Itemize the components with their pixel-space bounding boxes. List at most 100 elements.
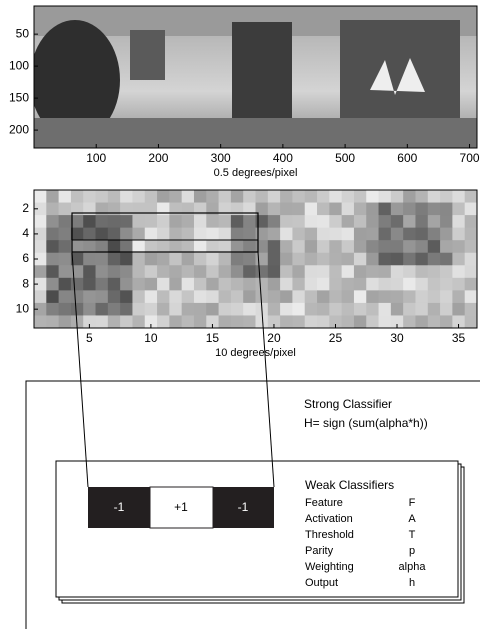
pixel [428,240,441,253]
pixel [145,203,158,216]
pixel [169,265,182,278]
pixel [34,290,47,303]
pixel [391,203,404,216]
pixel [268,303,281,316]
pixel [317,215,330,228]
pixel [366,265,379,278]
pixel [440,240,453,253]
pixel [96,290,109,303]
pixel [403,265,416,278]
pixel [157,290,170,303]
pixel [342,315,355,328]
pixel [206,303,219,316]
pixel [83,228,96,241]
pixel [243,215,256,228]
pixel [206,203,219,216]
pixel [465,215,478,228]
pixel [465,228,478,241]
pixel [206,265,219,278]
pixel [342,215,355,228]
pixel [440,315,453,328]
pixel [280,190,293,203]
pixel [120,215,133,228]
pixel [157,265,170,278]
pixel [83,190,96,203]
pixel [243,253,256,266]
pixel [231,303,244,316]
pixel [391,265,404,278]
pixel [83,265,96,278]
pixel [354,265,367,278]
pixel [329,253,342,266]
pixel [108,203,121,216]
pixel [132,290,145,303]
pixel [71,303,84,316]
x-tick-label: 700 [460,151,480,165]
pixel [268,190,281,203]
pixel [243,190,256,203]
pixel [415,203,428,216]
pixel [46,228,59,241]
pixel [428,215,441,228]
pixel [428,303,441,316]
pixel [280,278,293,291]
pixel [206,228,219,241]
pixel [317,278,330,291]
figure: Strong Classifier H= sign (sum(alpha*h))… [0,0,480,629]
pixel [145,240,158,253]
pixel [391,278,404,291]
pixel [145,215,158,228]
pixel [366,240,379,253]
pixel [305,228,318,241]
pixel [46,240,59,253]
pixel [292,253,305,266]
pixel [34,315,47,328]
pixel [268,253,281,266]
pixel [342,240,355,253]
pixel [120,190,133,203]
pixel [169,278,182,291]
weak-row-name: Threshold [305,529,354,541]
grid-image [34,190,478,329]
pixel [59,315,72,328]
pixel [403,290,416,303]
pixel [305,203,318,216]
pixel [59,215,72,228]
pixel [452,228,465,241]
pixel [206,215,219,228]
pixel [182,253,195,266]
pixel [268,290,281,303]
pixel [219,303,232,316]
pixel [194,240,207,253]
pixel [231,278,244,291]
pixel [34,215,47,228]
pixel [428,253,441,266]
pixel [465,265,478,278]
pixel [71,290,84,303]
weak-row-name: Feature [305,497,343,509]
pixel [329,303,342,316]
pixel [182,265,195,278]
pixel [34,265,47,278]
pixel [403,228,416,241]
pixel [268,215,281,228]
weak-row-symbol: T [409,529,416,541]
pixel [96,303,109,316]
pixel [268,240,281,253]
pixel [403,215,416,228]
weak-title: Weak Classifiers [305,478,394,492]
pixel [329,190,342,203]
pixel [46,253,59,266]
pixel [428,228,441,241]
pixel [415,228,428,241]
pixel [305,278,318,291]
pixel [120,290,133,303]
pixel [415,253,428,266]
pixel [329,265,342,278]
pixel [305,215,318,228]
pixel [280,203,293,216]
pixel [440,290,453,303]
pixel [132,278,145,291]
pixel [391,228,404,241]
pixel [71,240,84,253]
